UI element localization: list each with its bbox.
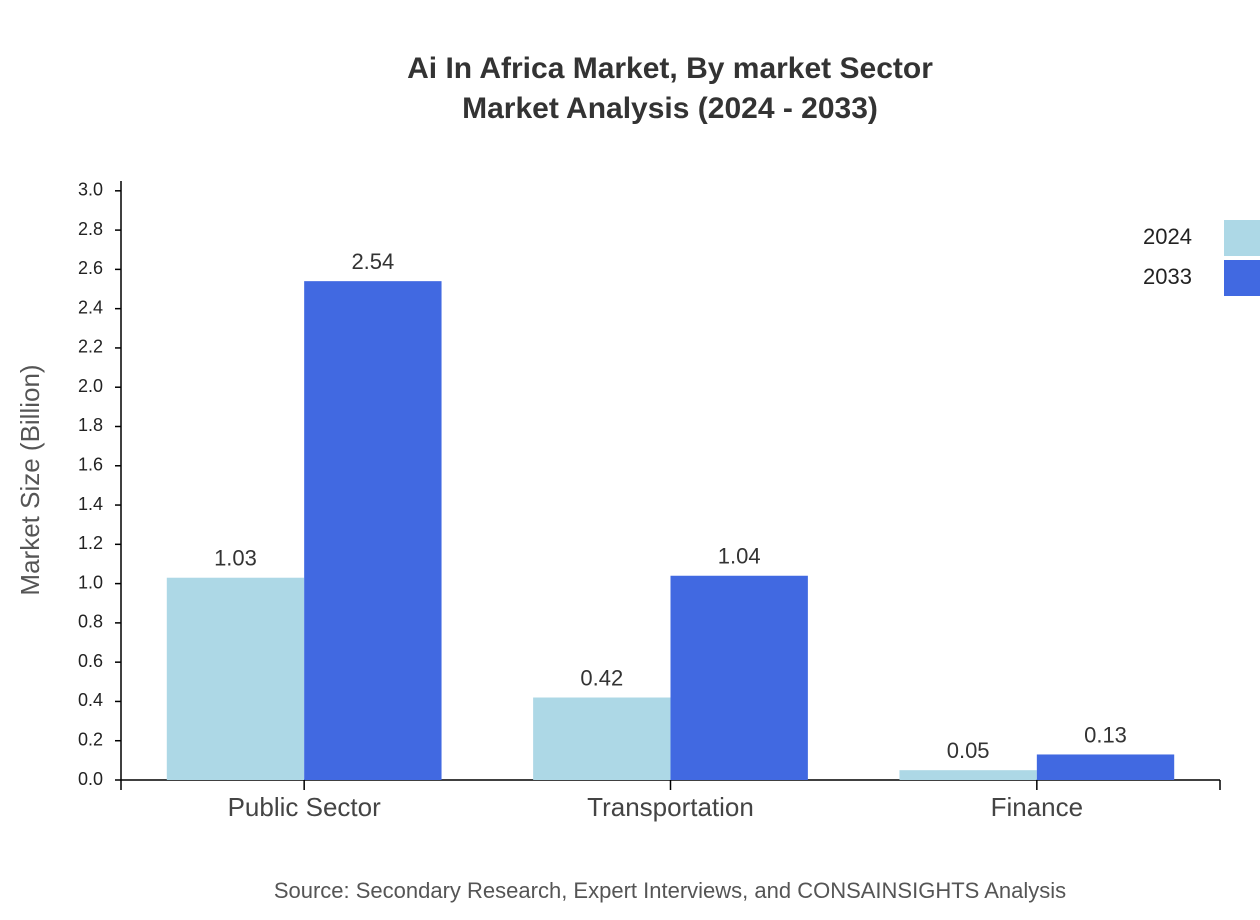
bar [533, 697, 671, 780]
y-tick-label: 2.2 [78, 337, 103, 357]
y-tick-label: 1.6 [78, 455, 103, 475]
y-tick-label: 2.8 [78, 219, 103, 239]
legend-label: 2024 [1143, 224, 1192, 249]
value-label: 1.04 [718, 544, 761, 569]
value-label: 0.05 [947, 738, 990, 763]
x-tick-label: Public Sector [228, 792, 382, 822]
chart-subtitle: Market Analysis (2024 - 2033) [462, 92, 878, 125]
y-tick-label: 1.2 [78, 533, 103, 553]
legend-label: 2033 [1143, 264, 1192, 289]
y-axis-label: Market Size (Billion) [15, 364, 45, 595]
y-tick-label: 1.4 [78, 494, 103, 514]
x-tick-label: Finance [991, 792, 1084, 822]
y-tick-label: 3.0 [78, 180, 103, 200]
y-tick-label: 0.2 [78, 729, 103, 749]
bar [166, 577, 305, 780]
value-label: 1.03 [214, 546, 257, 571]
value-label: 0.42 [580, 665, 623, 690]
y-tick-label: 0.6 [78, 651, 103, 671]
y-tick-label: 2.6 [78, 258, 103, 278]
value-label: 2.54 [351, 249, 394, 274]
y-tick-label: 1.8 [78, 415, 103, 435]
chart-title: Ai In Africa Market, By market Sector [407, 52, 933, 85]
y-tick-label: 0.4 [78, 690, 103, 710]
y-tick-label: 2.0 [78, 376, 103, 396]
bar [670, 575, 808, 780]
legend-swatch [1224, 220, 1260, 256]
y-tick-label: 1.0 [78, 572, 103, 592]
legend-swatch [1224, 260, 1260, 296]
value-label: 0.13 [1084, 722, 1127, 747]
bar [304, 281, 442, 780]
y-tick-label: 0.0 [78, 769, 103, 789]
bar [1036, 754, 1175, 780]
y-tick-label: 2.4 [78, 297, 103, 317]
source-note: Source: Secondary Research, Expert Inter… [274, 878, 1066, 903]
x-tick-label: Transportation [587, 792, 754, 822]
bar [899, 770, 1037, 780]
y-tick-label: 0.8 [78, 612, 103, 632]
